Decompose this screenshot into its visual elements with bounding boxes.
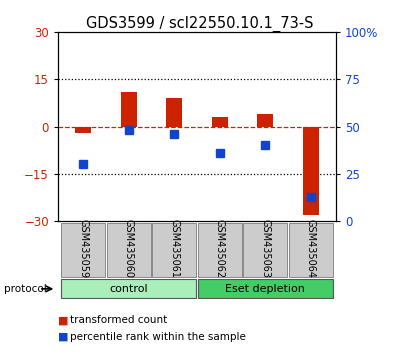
Bar [152,223,196,277]
Bar [198,223,242,277]
Text: GSM435062: GSM435062 [215,219,225,278]
Bar [289,223,333,277]
Text: transformed count: transformed count [70,315,167,325]
Text: percentile rank within the sample: percentile rank within the sample [70,332,246,342]
Text: GSM435059: GSM435059 [78,219,88,278]
Bar [75,127,91,133]
Bar [244,223,287,277]
Bar [212,117,228,127]
Bar [61,279,196,298]
Text: Eset depletion: Eset depletion [226,284,305,294]
Text: GSM435060: GSM435060 [124,219,134,278]
Text: GSM435064: GSM435064 [306,219,316,278]
Text: GSM435063: GSM435063 [260,219,270,278]
Text: protocol: protocol [4,284,47,294]
Bar [107,223,150,277]
Text: GSM435061: GSM435061 [169,219,179,278]
Bar [121,92,137,127]
Text: ■: ■ [58,332,68,342]
Bar [198,279,333,298]
Text: control: control [109,284,148,294]
Text: GDS3599 / scl22550.10.1_73-S: GDS3599 / scl22550.10.1_73-S [86,16,314,32]
Bar [61,223,105,277]
Text: ■: ■ [58,315,68,325]
Bar [257,114,273,127]
Bar [303,127,319,215]
Bar [166,98,182,127]
